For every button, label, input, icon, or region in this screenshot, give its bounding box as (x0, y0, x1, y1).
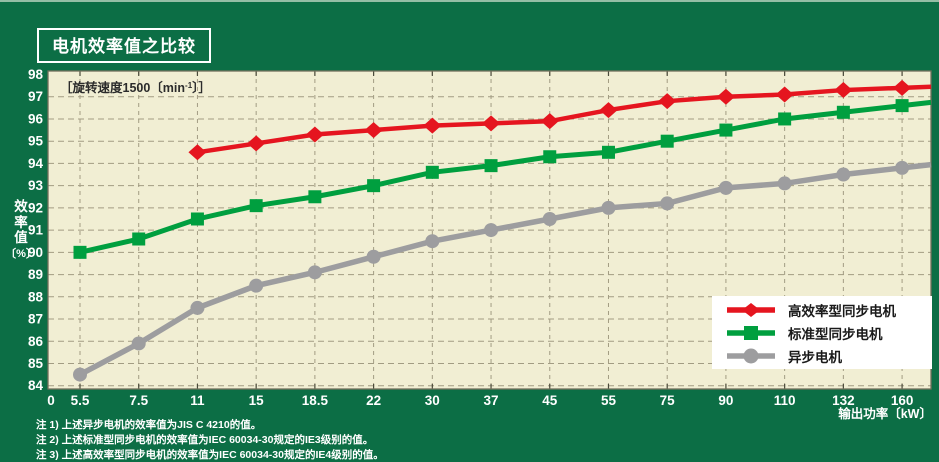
series-induction-motor (73, 160, 932, 382)
series-high-efficiency-sync-motor (188, 79, 932, 161)
y-tick-label: 86 (28, 334, 44, 349)
y-tick-label: 84 (28, 378, 44, 393)
top-edge-strip (0, 0, 939, 2)
y-tick-label: 91 (28, 223, 44, 238)
y-axis-title-char: 率 (14, 214, 28, 230)
y-axis-title-char: 效 (14, 199, 28, 214)
footnote-1: 注 1) 上述异步电机的效率值为JIS C 4210的值。 (36, 419, 262, 431)
x-tick-label: 30 (425, 393, 440, 408)
legend-label: 标准型同步电机 (788, 326, 883, 342)
legend-item-induction-motor: 异步电机 (712, 346, 932, 366)
legend-marker-diamond-icon (727, 302, 775, 317)
rotation-speed-annotation: ［旋转速度1500〔min-1〕］ (60, 77, 211, 96)
plot-border (47, 70, 932, 390)
x-tick-label: 110 (774, 393, 796, 408)
y-tick-label: 92 (28, 200, 43, 215)
x-tick-label: 5.5 (71, 393, 90, 408)
x-tick-label: 7.5 (129, 393, 148, 408)
legend-marker-square-icon (727, 325, 775, 340)
x-origin-label: 0 (47, 393, 55, 408)
x-tick-label: 90 (718, 393, 733, 408)
y-tick-label: 97 (28, 89, 43, 104)
x-tick-label: 132 (832, 393, 855, 408)
footnotes: 注 1) 上述异步电机的效率值为JIS C 4210的值。 注 2) 上述标准型… (36, 418, 384, 462)
page-title: 电机效率值之比较 (37, 28, 211, 63)
x-axis-labels: 0 5.5 7.5 11 15 18.5 22 30 37 45 55 75 90 110 132 160 (47, 393, 913, 408)
legend-label: 高效率型同步电机 (788, 303, 896, 319)
annotation-prefix: ［旋转速度1500〔min (60, 81, 186, 95)
y-tick-label: 95 (28, 134, 44, 149)
x-tick-label: 22 (366, 393, 381, 408)
y-tick-label: 93 (28, 178, 44, 193)
x-tick-label: 160 (891, 393, 914, 408)
x-tick-label: 55 (601, 393, 617, 408)
y-tick-label: 89 (28, 267, 43, 282)
x-tick-label: 45 (542, 393, 558, 408)
legend: 高效率型同步电机 标准型同步电机 异步电机 (712, 296, 932, 369)
x-tick-label: 11 (190, 393, 205, 408)
x-tick-label: 15 (249, 393, 265, 408)
x-tick-label: 75 (660, 393, 676, 408)
y-axis-unit: 〔%〕 (5, 247, 37, 260)
y-axis-title: 效 率 值 〔%〕 (5, 199, 37, 262)
y-axis-title-char: 值 (14, 230, 28, 245)
x-tick-label: 37 (484, 393, 499, 408)
annotation-superscript: -1 (185, 81, 193, 90)
y-tick-label: 85 (28, 356, 44, 371)
legend-item-high-efficiency-sync-motor: 高效率型同步电机 (712, 300, 932, 320)
annotation-suffix: 〕］ (192, 81, 211, 95)
legend-label: 异步电机 (788, 349, 842, 365)
y-tick-label: 94 (28, 156, 44, 171)
legend-item-standard-sync-motor: 标准型同步电机 (712, 323, 932, 343)
footnote-2: 注 2) 上述标准型同步电机的效率值为IEC 60034-30规定的IE3级别的… (36, 434, 374, 446)
page-title-text: 电机效率值之比较 (52, 37, 196, 56)
x-axis-title: 输出功率〔kW〕 (838, 407, 932, 421)
footnote-3: 注 3) 上述高效率型同步电机的效率值为IEC 60034-30规定的IE4级别… (36, 449, 384, 461)
series-standard-sync-motor (73, 99, 932, 259)
y-tick-label: 88 (28, 289, 44, 304)
y-axis-labels: 84 85 86 87 88 89 90 91 92 93 94 95 96 97 98 (28, 67, 44, 393)
y-tick-label: 87 (28, 312, 43, 327)
y-tick-label: 90 (28, 245, 43, 260)
y-tick-label: 98 (28, 67, 44, 82)
y-tick-label: 96 (28, 111, 44, 126)
x-tick-label: 18.5 (302, 393, 329, 408)
legend-marker-circle-icon (727, 348, 775, 363)
